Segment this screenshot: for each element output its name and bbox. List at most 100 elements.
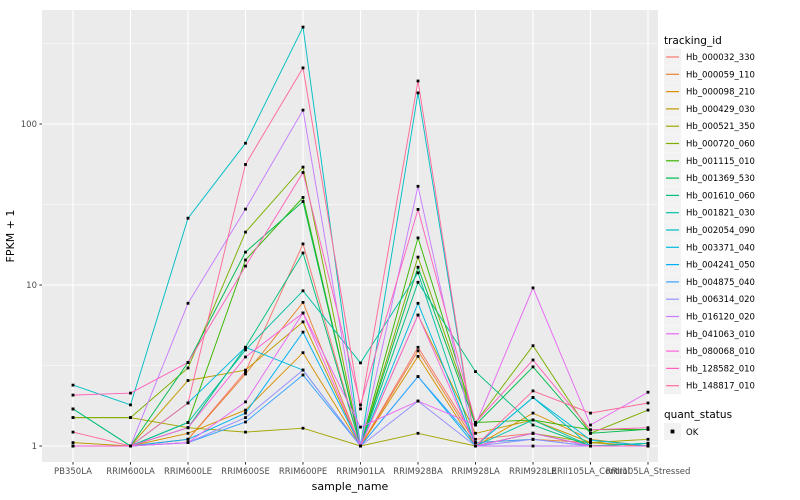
x-tick-label: RRIM600SE	[221, 467, 270, 477]
data-point	[416, 79, 420, 83]
legend-item-label: Hb_000521_350	[686, 122, 755, 132]
data-point	[244, 400, 247, 404]
data-point	[186, 441, 190, 444]
x-tick-label: RRIM901LA	[336, 467, 385, 477]
data-point	[301, 66, 305, 70]
data-point	[646, 444, 650, 448]
data-point	[474, 441, 477, 444]
data-point	[416, 184, 420, 188]
data-point	[71, 444, 75, 448]
legend-item: Hb_002054_090	[664, 221, 755, 239]
data-point	[244, 408, 247, 412]
data-point	[359, 407, 362, 411]
data-point	[244, 420, 247, 424]
data-point	[129, 391, 132, 395]
data-point	[416, 280, 420, 284]
data-point	[531, 358, 535, 362]
legend-item-label: Hb_003371_040	[686, 243, 755, 253]
quant-status-legend-title: quant_status	[664, 409, 732, 421]
data-point	[531, 344, 535, 348]
data-point	[531, 431, 535, 435]
data-point	[531, 411, 535, 415]
data-point	[416, 355, 420, 358]
data-point	[301, 251, 305, 255]
data-point	[531, 396, 535, 399]
data-point	[416, 349, 420, 353]
data-point	[474, 370, 477, 373]
legend-item: Hb_001369_530	[664, 169, 755, 187]
x-tick-label: RRII105LA_Stressed	[606, 467, 691, 477]
x-tick-label: RRIM928LA	[451, 467, 500, 477]
legend-item-label: Hb_000098_210	[686, 88, 755, 98]
data-point	[244, 416, 247, 419]
data-point	[186, 366, 190, 370]
legend-item: Hb_000098_210	[664, 83, 755, 101]
legend-item: Hb_001821_030	[664, 204, 755, 222]
data-point	[129, 403, 132, 407]
legend-item-label: Hb_004241_050	[686, 261, 755, 271]
quant-status-legend-item: OK	[664, 423, 699, 440]
legend-item: Hb_000032_330	[664, 48, 755, 66]
data-point	[474, 421, 477, 424]
legend-item-label: Hb_128582_010	[686, 364, 755, 374]
data-point	[301, 196, 305, 199]
data-point	[301, 200, 305, 203]
x-tick-label: RRII105LA_Control	[551, 467, 630, 477]
legend-item: Hb_128582_010	[664, 359, 755, 377]
legend-item-label: Hb_004875_040	[686, 278, 755, 288]
legend-item: Hb_004875_040	[664, 273, 755, 291]
data-point	[244, 141, 247, 145]
data-point	[301, 25, 305, 29]
legend-item: Hb_000059_110	[664, 65, 755, 83]
data-point	[301, 165, 305, 169]
data-point	[71, 393, 75, 397]
data-point	[416, 236, 420, 240]
data-point	[244, 264, 247, 268]
data-point	[474, 431, 477, 435]
legend-item: Hb_000429_030	[664, 100, 755, 118]
data-point	[244, 355, 247, 359]
legend-item-label: Hb_002054_090	[686, 226, 755, 236]
data-point	[244, 345, 247, 349]
data-point	[244, 207, 247, 211]
legend-item: Hb_000521_350	[664, 117, 755, 135]
data-point	[71, 416, 75, 419]
data-point	[244, 230, 247, 234]
data-point	[474, 437, 477, 441]
data-point	[301, 301, 305, 304]
data-point	[244, 430, 247, 434]
data-point	[531, 286, 535, 290]
legend-item-label: Hb_000032_330	[686, 53, 755, 63]
tracking-id-legend: Hb_000032_330 Hb_000059_110 Hb_000098_210 H…	[664, 48, 755, 395]
data-point	[301, 320, 305, 324]
data-point	[416, 208, 420, 211]
x-tick-label: RRIM928BA	[393, 467, 443, 477]
data-point	[244, 368, 247, 372]
legend-item: Hb_001115_010	[664, 152, 755, 170]
data-point	[531, 437, 535, 441]
legend-item: Hb_080068_010	[664, 342, 755, 360]
data-point	[416, 313, 420, 317]
data-point	[646, 426, 650, 430]
data-point	[244, 163, 247, 166]
x-tick-label: RRIM600LE	[164, 467, 212, 477]
data-point	[301, 311, 305, 315]
legend-item: Hb_016120_020	[664, 308, 755, 325]
y-tick-label: 10	[26, 281, 37, 291]
data-point	[71, 407, 75, 411]
data-point	[531, 423, 535, 427]
quant-status-ok-label: OK	[686, 428, 699, 438]
x-tick-label: PB350LA	[54, 467, 92, 477]
data-point	[589, 444, 592, 448]
data-point	[416, 431, 420, 435]
legend-item: Hb_000720_060	[664, 135, 755, 152]
legend-item-label: Hb_001115_010	[686, 157, 755, 167]
data-point	[186, 379, 190, 382]
data-point	[301, 368, 305, 372]
data-point	[589, 411, 592, 415]
data-point	[646, 390, 650, 394]
data-point	[244, 372, 247, 376]
ok-point-icon	[670, 429, 675, 434]
data-point	[244, 370, 247, 373]
